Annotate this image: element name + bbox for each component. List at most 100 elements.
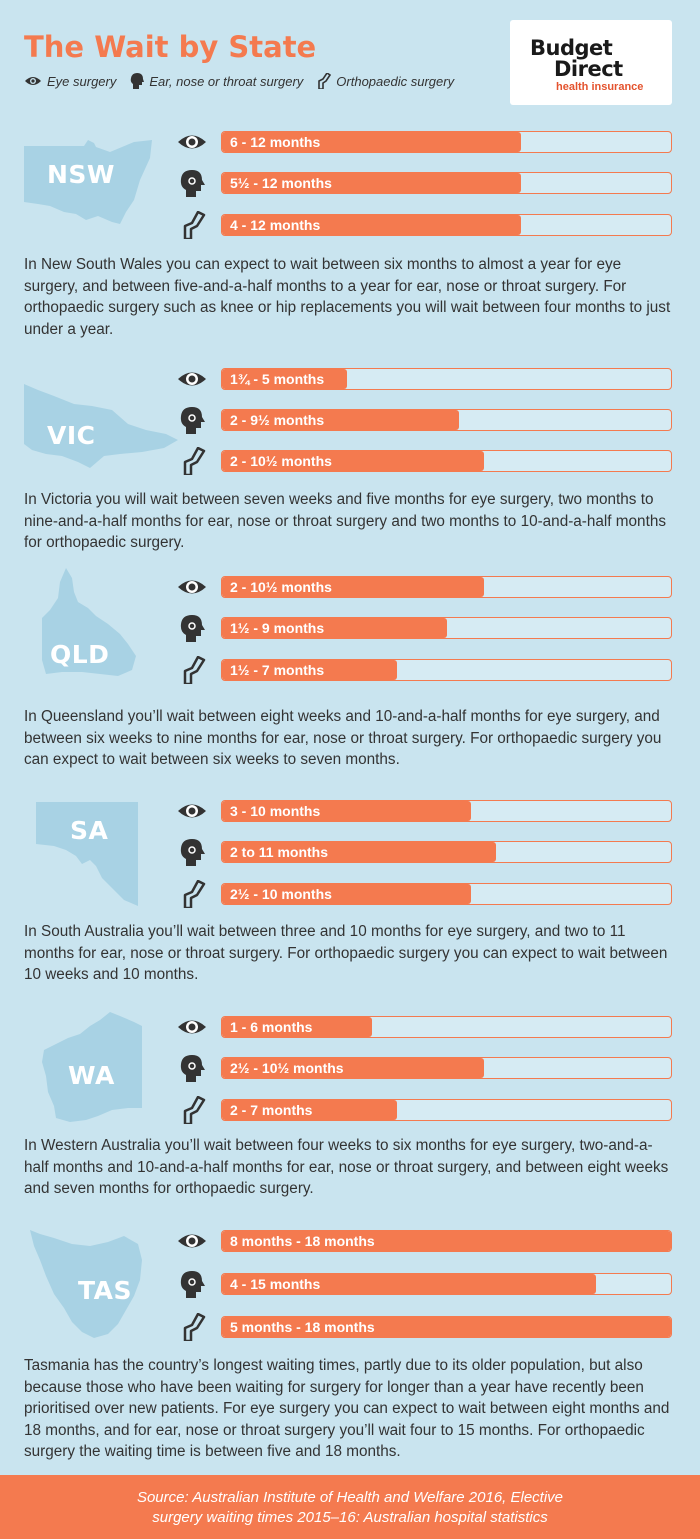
- eye-icon: [178, 804, 206, 818]
- eye-icon: [25, 77, 41, 85]
- bar-label: 2 - 7 months: [230, 1102, 313, 1118]
- legend-label: Ear, nose or throat surgery: [149, 73, 304, 89]
- eye-icon: [178, 1234, 206, 1248]
- state-abbr: VIC: [47, 421, 96, 450]
- vic-map: [24, 384, 178, 468]
- bar-fill: [222, 1231, 671, 1251]
- bar-track: 5 months - 18 months: [221, 1316, 672, 1338]
- bar-fill: [222, 618, 447, 638]
- bar-label: 3 - 10 months: [230, 803, 321, 819]
- legend-label: Eye surgery: [47, 73, 117, 89]
- bar-fill: [222, 451, 484, 471]
- bar-label: 1¾ - 5 months: [230, 371, 325, 387]
- bar-fill: [222, 1100, 397, 1120]
- bar-fill: [222, 1317, 671, 1337]
- bar-track: 1¾ - 5 months: [221, 368, 672, 390]
- knee-icon: [183, 656, 206, 684]
- bar-fill: [222, 577, 484, 597]
- knee-icon: [183, 1096, 206, 1124]
- bar-row-ent: 1½ - 9 months: [0, 613, 700, 643]
- bar-row-ent: 2½ - 10½ months: [0, 1053, 700, 1083]
- knee-icon: [318, 73, 332, 89]
- bar-fill: [222, 842, 497, 862]
- bar-label: 2½ - 10 months: [230, 886, 332, 902]
- bar-row-ortho: 2 - 10½ months: [0, 446, 700, 476]
- bar-fill: [222, 1058, 484, 1078]
- sa-map: [36, 802, 138, 906]
- bar-track: 2 to 11 months: [221, 841, 672, 863]
- source-line-1: Source: Australian Institute of Health a…: [136, 1489, 564, 1506]
- bar-label: 2 to 11 months: [230, 844, 329, 860]
- bar-label: 5½ - 12 months: [230, 175, 332, 191]
- bar-track: 3 - 10 months: [221, 800, 672, 822]
- bar-row-ent: 2 to 11 months: [0, 837, 700, 867]
- bar-fill: [222, 410, 459, 430]
- bar-track: 1½ - 9 months: [221, 617, 672, 639]
- bar-label: 5 months - 18 months: [230, 1319, 375, 1335]
- legend: Eye surgery Ear, nose or throat surgery …: [24, 73, 468, 89]
- head-icon: [180, 170, 205, 197]
- bar-track: 4 - 15 months: [221, 1273, 672, 1295]
- bar-track: 1½ - 7 months: [221, 659, 672, 681]
- knee-icon: [183, 211, 206, 239]
- bar-fill: [222, 215, 522, 235]
- source-line-2: surgery waiting times 2015–16: Australia…: [152, 1509, 548, 1526]
- bar-label: 4 - 15 months: [230, 1276, 321, 1292]
- state-description: In South Australia you’ll wait between t…: [24, 923, 668, 983]
- bar-label: 1½ - 9 months: [230, 620, 325, 636]
- head-icon: [131, 73, 145, 89]
- bar-track: 2 - 10½ months: [221, 450, 672, 472]
- bar-track: 2 - 10½ months: [221, 576, 672, 598]
- wa-map: [42, 1012, 142, 1122]
- bar-row-eye: 1 - 6 months: [0, 1012, 700, 1042]
- head-icon: [180, 407, 205, 434]
- bar-row-ortho: 2½ - 10 months: [0, 879, 700, 909]
- bar-row-ortho: 4 - 12 months: [0, 210, 700, 240]
- bar-fill: [222, 132, 522, 152]
- qld-map: [42, 568, 136, 676]
- state-abbr: SA: [70, 816, 109, 845]
- bar-track: 6 - 12 months: [221, 131, 672, 153]
- state-description: In Western Australia you’ll wait between…: [24, 1137, 669, 1197]
- knee-icon: [183, 1313, 206, 1341]
- bar-fill: [222, 173, 522, 193]
- bar-track: 2½ - 10½ months: [221, 1057, 672, 1079]
- bar-track: 8 months - 18 months: [221, 1230, 672, 1252]
- bar-row-eye: 1¾ - 5 months: [0, 364, 700, 394]
- bar-label: 2 - 10½ months: [230, 579, 332, 595]
- page-title: The Wait by State: [24, 30, 317, 64]
- state-abbr: QLD: [50, 640, 110, 669]
- bar-track: 1 - 6 months: [221, 1016, 672, 1038]
- bar-fill: [222, 1274, 597, 1294]
- bar-track: 2 - 9½ months: [221, 409, 672, 431]
- brand-logo: Budget Direct health insurance: [510, 20, 672, 105]
- bar-track: 5½ - 12 months: [221, 172, 672, 194]
- bar-fill: [222, 660, 397, 680]
- bar-label: 4 - 12 months: [230, 217, 321, 233]
- legend-label: Orthopaedic surgery: [336, 73, 455, 89]
- bar-row-eye: 2 - 10½ months: [0, 572, 700, 602]
- bar-row-ortho: 5 months - 18 months: [0, 1312, 700, 1342]
- bar-label: 2 - 9½ months: [230, 412, 325, 428]
- state-description: In Queensland you’ll wait between eight …: [24, 708, 662, 768]
- bar-fill: [222, 369, 347, 389]
- logo-line-2: Direct: [554, 57, 623, 81]
- state-description: In New South Wales you can expect to wai…: [24, 256, 671, 338]
- bar-row-eye: 3 - 10 months: [0, 796, 700, 826]
- bar-row-ortho: 2 - 7 months: [0, 1095, 700, 1125]
- bar-track: 2½ - 10 months: [221, 883, 672, 905]
- eye-icon: [178, 372, 206, 386]
- bar-label: 2 - 10½ months: [230, 453, 332, 469]
- bar-row-ent: 4 - 15 months: [0, 1269, 700, 1299]
- eye-icon: [178, 135, 206, 149]
- legend-item-ortho: Orthopaedic surgery: [317, 73, 454, 89]
- bar-fill: [222, 884, 472, 904]
- knee-icon: [183, 880, 206, 908]
- bar-row-eye: 8 months - 18 months: [0, 1226, 700, 1256]
- state-abbr: WA: [68, 1061, 115, 1090]
- head-icon: [180, 615, 205, 642]
- eye-icon: [178, 1020, 206, 1034]
- bar-label: 8 months - 18 months: [230, 1233, 375, 1249]
- source-footer: Source: Australian Institute of Health a…: [0, 1475, 700, 1539]
- bar-fill: [222, 801, 472, 821]
